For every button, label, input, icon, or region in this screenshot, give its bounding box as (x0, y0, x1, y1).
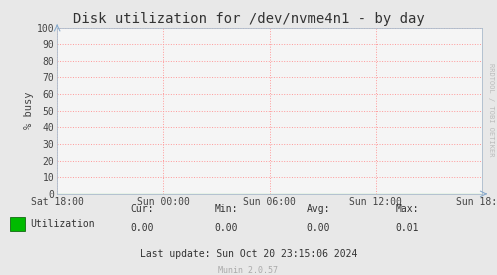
Text: Munin 2.0.57: Munin 2.0.57 (219, 266, 278, 274)
Text: 0.00: 0.00 (214, 223, 238, 233)
Y-axis label: % busy: % busy (24, 92, 34, 130)
Text: 0.00: 0.00 (306, 223, 330, 233)
Text: Avg:: Avg: (306, 204, 330, 214)
Text: 0.01: 0.01 (396, 223, 419, 233)
Text: Cur:: Cur: (130, 204, 154, 214)
Text: Utilization: Utilization (30, 219, 94, 229)
Text: Disk utilization for /dev/nvme4n1 - by day: Disk utilization for /dev/nvme4n1 - by d… (73, 12, 424, 26)
Text: Max:: Max: (396, 204, 419, 214)
Text: 0.00: 0.00 (130, 223, 154, 233)
Text: Last update: Sun Oct 20 23:15:06 2024: Last update: Sun Oct 20 23:15:06 2024 (140, 249, 357, 259)
Text: RRDTOOL / TOBI OETIKER: RRDTOOL / TOBI OETIKER (488, 63, 494, 157)
Text: Min:: Min: (214, 204, 238, 214)
